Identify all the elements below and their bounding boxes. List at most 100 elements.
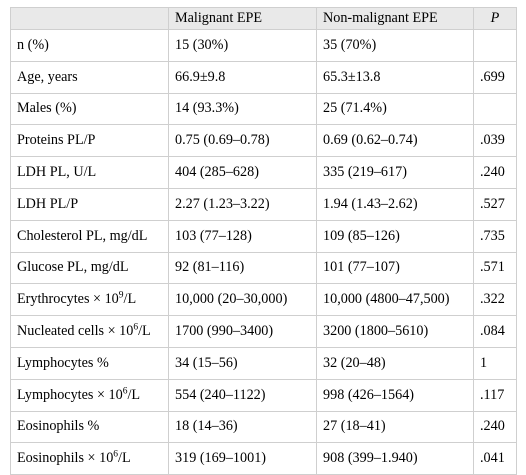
data-table: Malignant EPE Non-malignant EPE P n (%) 1…: [10, 7, 517, 475]
row-label-text: Lymphocytes × 10: [17, 386, 123, 403]
header-p-value: P: [473, 7, 517, 30]
table-row: n (%) 15 (30%) 35 (70%): [10, 29, 517, 62]
table-row: Glucose PL, mg/dL 92 (81–116) 101 (77–107)…: [10, 252, 517, 285]
cell-malignant: 554 (240–1122): [168, 379, 317, 412]
cell-p-value: .527: [473, 188, 517, 221]
cell-malignant: 15 (30%): [168, 29, 317, 62]
cell-p-value: .039: [473, 124, 517, 158]
cell-malignant: 18 (14–36): [168, 411, 317, 444]
row-label: Age, years: [10, 61, 169, 94]
cell-non-malignant: 109 (85–126): [316, 220, 474, 253]
cell-non-malignant: 3200 (1800–5610): [316, 315, 474, 348]
row-label-text: Nucleated cells × 10: [17, 323, 134, 340]
table-row: Proteins PL/P 0.75 (0.69–0.78) 0.69 (0.62–…: [10, 124, 517, 158]
cell-malignant: 103 (77–128): [168, 220, 317, 253]
row-label: n (%): [10, 29, 169, 62]
header-variable: [10, 7, 169, 30]
row-label-text: Age, years: [17, 68, 78, 85]
table-row: Erythrocytes × 109/L 10,000 (20–30,000) 10…: [10, 283, 517, 317]
cell-non-malignant: 908 (399–1.940): [316, 442, 474, 475]
cell-non-malignant: 10,000 (4800–47,500): [316, 283, 474, 317]
table-row: LDH PL, U/L 404 (285–628) 335 (219–617) .24…: [10, 156, 517, 189]
row-label-unit: /L: [127, 386, 141, 403]
row-label-text: Erythrocytes × 10: [17, 291, 119, 308]
header-malignant: Malignant EPE: [168, 7, 317, 30]
table-row: Nucleated cells × 106/L 1700 (990–3400) 32…: [10, 315, 517, 348]
cell-p-value: [473, 93, 517, 126]
row-label-text: LDH PL, U/L: [17, 164, 97, 181]
row-label-exponent: 6: [113, 449, 119, 460]
row-label-text: LDH PL/P: [17, 195, 79, 212]
table-row: Lymphocytes % 34 (15–56) 32 (20–48) 1: [10, 347, 517, 380]
cell-malignant: 14 (93.3%): [168, 93, 317, 126]
row-label: Glucose PL, mg/dL: [10, 252, 169, 285]
row-label: Eosinophils %: [10, 411, 169, 444]
cell-non-malignant: 998 (426–1564): [316, 379, 474, 412]
cell-p-value: .699: [473, 61, 517, 94]
table-row: Lymphocytes × 106/L 554 (240–1122) 998 (42…: [10, 379, 517, 412]
table-header: Malignant EPE Non-malignant EPE P: [10, 7, 517, 30]
cell-p-value: .571: [473, 252, 517, 285]
row-label-text: Lymphocytes %: [17, 354, 109, 371]
cell-p-value: .117: [473, 379, 517, 412]
cell-malignant: 319 (169–1001): [168, 442, 317, 475]
row-label-text: Cholesterol PL, mg/dL: [17, 227, 148, 244]
cell-p-value: .041: [473, 442, 517, 475]
cell-non-malignant: 1.94 (1.43–2.62): [316, 188, 474, 221]
cell-p-value: .240: [473, 156, 517, 189]
cell-malignant: 66.9±9.8: [168, 61, 317, 94]
row-label-text: Eosinophils × 10: [17, 450, 114, 467]
cell-non-malignant: 32 (20–48): [316, 347, 474, 380]
table-row: Age, years 66.9±9.8 65.3±13.8.699: [10, 61, 517, 94]
row-label-text: Eosinophils %: [17, 418, 100, 435]
table-row: Eosinophils × 106/L 319 (169–1001) 908 (39…: [10, 442, 517, 475]
row-label-text: Proteins PL/P: [17, 132, 96, 149]
row-label: Males (%): [10, 93, 169, 126]
cell-non-malignant: 25 (71.4%): [316, 93, 474, 126]
header-non-malignant: Non-malignant EPE: [316, 7, 474, 30]
row-label-text: Glucose PL, mg/dL: [17, 259, 129, 276]
cell-malignant: 2.27 (1.23–3.22): [168, 188, 317, 221]
cell-p-value: .735: [473, 220, 517, 253]
row-label-unit: /L: [138, 323, 151, 340]
cell-non-malignant: 335 (219–617): [316, 156, 474, 189]
row-label-exponent: 6: [122, 385, 128, 396]
row-label: Proteins PL/P: [10, 124, 169, 158]
cell-malignant: 1700 (990–3400): [168, 315, 317, 348]
header-row: Malignant EPE Non-malignant EPE P: [10, 7, 517, 30]
row-label-text: Males (%): [17, 100, 77, 117]
cell-non-malignant: 65.3±13.8: [316, 61, 474, 94]
row-label: Lymphocytes %: [10, 347, 169, 380]
row-label-unit: /L: [123, 291, 137, 308]
row-label: Erythrocytes × 109/L: [10, 283, 169, 317]
row-label: Nucleated cells × 106/L: [10, 315, 169, 348]
cell-non-malignant: 101 (77–107): [316, 252, 474, 285]
cell-p-value: .322: [473, 283, 517, 317]
cell-non-malignant: 27 (18–41): [316, 411, 474, 444]
table-body: n (%) 15 (30%) 35 (70%) Age, years 66.9±9.8 6…: [10, 29, 517, 475]
cell-p-value: .240: [473, 411, 517, 444]
table-row: Cholesterol PL, mg/dL 103 (77–128) 109 (85…: [10, 220, 517, 253]
cell-p-value: [473, 29, 517, 62]
table-row: Eosinophils % 18 (14–36) 27 (18–41) .240: [10, 411, 517, 444]
row-label: Cholesterol PL, mg/dL: [10, 220, 169, 253]
cell-p-value: 1: [473, 347, 517, 380]
row-label: LDH PL/P: [10, 188, 169, 221]
row-label-exponent: 9: [118, 290, 124, 301]
cell-malignant: 0.75 (0.69–0.78): [168, 124, 317, 158]
table-row: LDH PL/P 2.27 (1.23–3.22) 1.94 (1.43–2.62)…: [10, 188, 517, 221]
cell-malignant: 92 (81–116): [168, 252, 317, 285]
cell-p-value: .084: [473, 315, 517, 348]
cell-malignant: 34 (15–56): [168, 347, 317, 380]
cell-non-malignant: 35 (70%): [316, 29, 474, 62]
cell-non-malignant: 0.69 (0.62–0.74): [316, 124, 474, 158]
table-row: Males (%) 14 (93.3%) 25 (71.4%): [10, 93, 517, 126]
row-label: LDH PL, U/L: [10, 156, 169, 189]
row-label: Eosinophils × 106/L: [10, 442, 169, 475]
row-label-exponent: 6: [133, 322, 139, 333]
cell-malignant: 10,000 (20–30,000): [168, 283, 317, 317]
row-label-text: n (%): [17, 36, 49, 53]
cell-malignant: 404 (285–628): [168, 156, 317, 189]
row-label-unit: /L: [118, 450, 131, 467]
